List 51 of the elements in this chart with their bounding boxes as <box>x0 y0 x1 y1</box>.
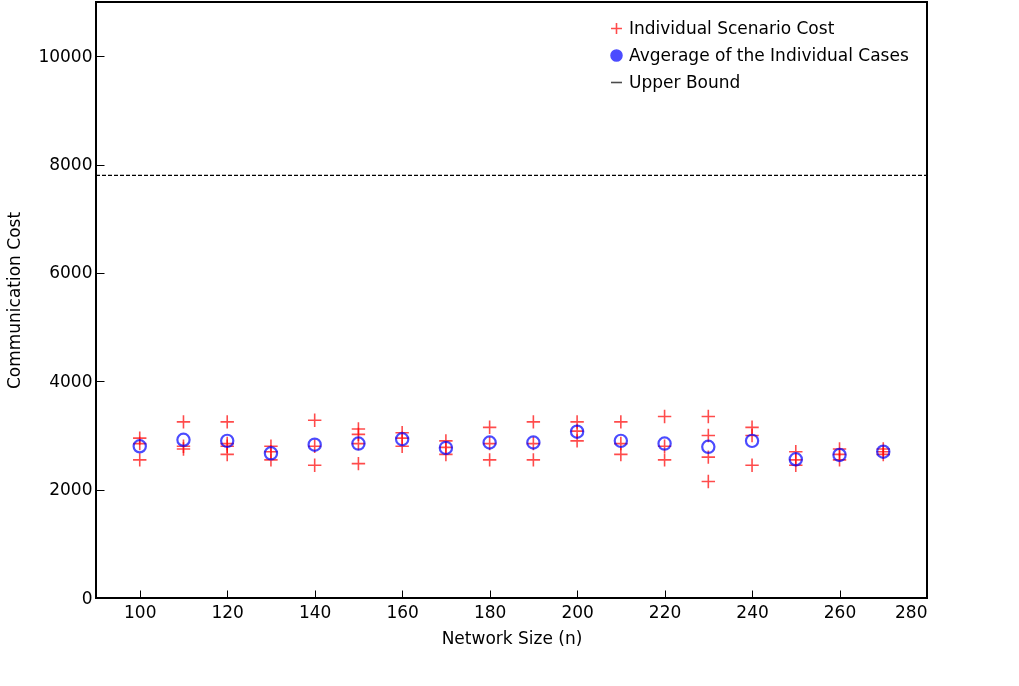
point <box>263 452 279 468</box>
x-tick-label: 200 <box>561 601 594 622</box>
point <box>744 457 760 473</box>
point <box>482 419 498 435</box>
point <box>525 452 541 468</box>
point <box>613 446 629 462</box>
point <box>700 449 716 465</box>
y-tick-label: 6000 <box>49 262 93 283</box>
point <box>744 433 760 449</box>
point <box>176 432 191 447</box>
y-axis-title: Communication Cost <box>4 211 25 390</box>
point <box>219 446 235 462</box>
legend-label: Upper Bound <box>629 71 741 92</box>
y-tick-label: 2000 <box>49 479 93 500</box>
point <box>482 452 498 468</box>
point <box>307 412 323 428</box>
point <box>657 452 673 468</box>
x-axis-title: Network Size (n) <box>441 627 583 648</box>
point <box>700 474 716 490</box>
legend-label: Individual Scenario Cost <box>629 17 835 38</box>
x-tick-label: 120 <box>211 601 244 622</box>
x-tick-label: 260 <box>823 601 857 622</box>
x-tick-label: 160 <box>386 601 419 622</box>
point <box>175 414 191 430</box>
point <box>700 408 716 424</box>
y-tick-label: 10000 <box>38 45 93 66</box>
point <box>701 439 716 455</box>
x-tick-label: 100 <box>124 601 157 622</box>
x-tick-label: 280 <box>895 601 928 622</box>
y-tick-label: 0 <box>81 587 93 608</box>
x-tick-label: 240 <box>736 601 769 622</box>
point <box>525 414 541 430</box>
point <box>788 457 804 473</box>
y-tick-label: 8000 <box>49 154 93 175</box>
point <box>832 452 848 468</box>
point <box>438 446 454 462</box>
point <box>569 433 585 449</box>
point <box>307 457 323 473</box>
point <box>350 456 366 472</box>
point <box>394 438 410 454</box>
legend-label: Avgerage of the Individual Cases <box>629 44 909 65</box>
y-tick-label: 4000 <box>49 370 93 391</box>
point <box>700 427 716 443</box>
x-tick-label: 220 <box>648 601 682 622</box>
point <box>613 414 629 430</box>
point <box>657 408 673 424</box>
point <box>219 414 235 430</box>
point <box>132 452 148 468</box>
x-tick-label: 180 <box>473 601 507 622</box>
x-tick-label: 140 <box>298 601 332 622</box>
point <box>744 427 760 443</box>
